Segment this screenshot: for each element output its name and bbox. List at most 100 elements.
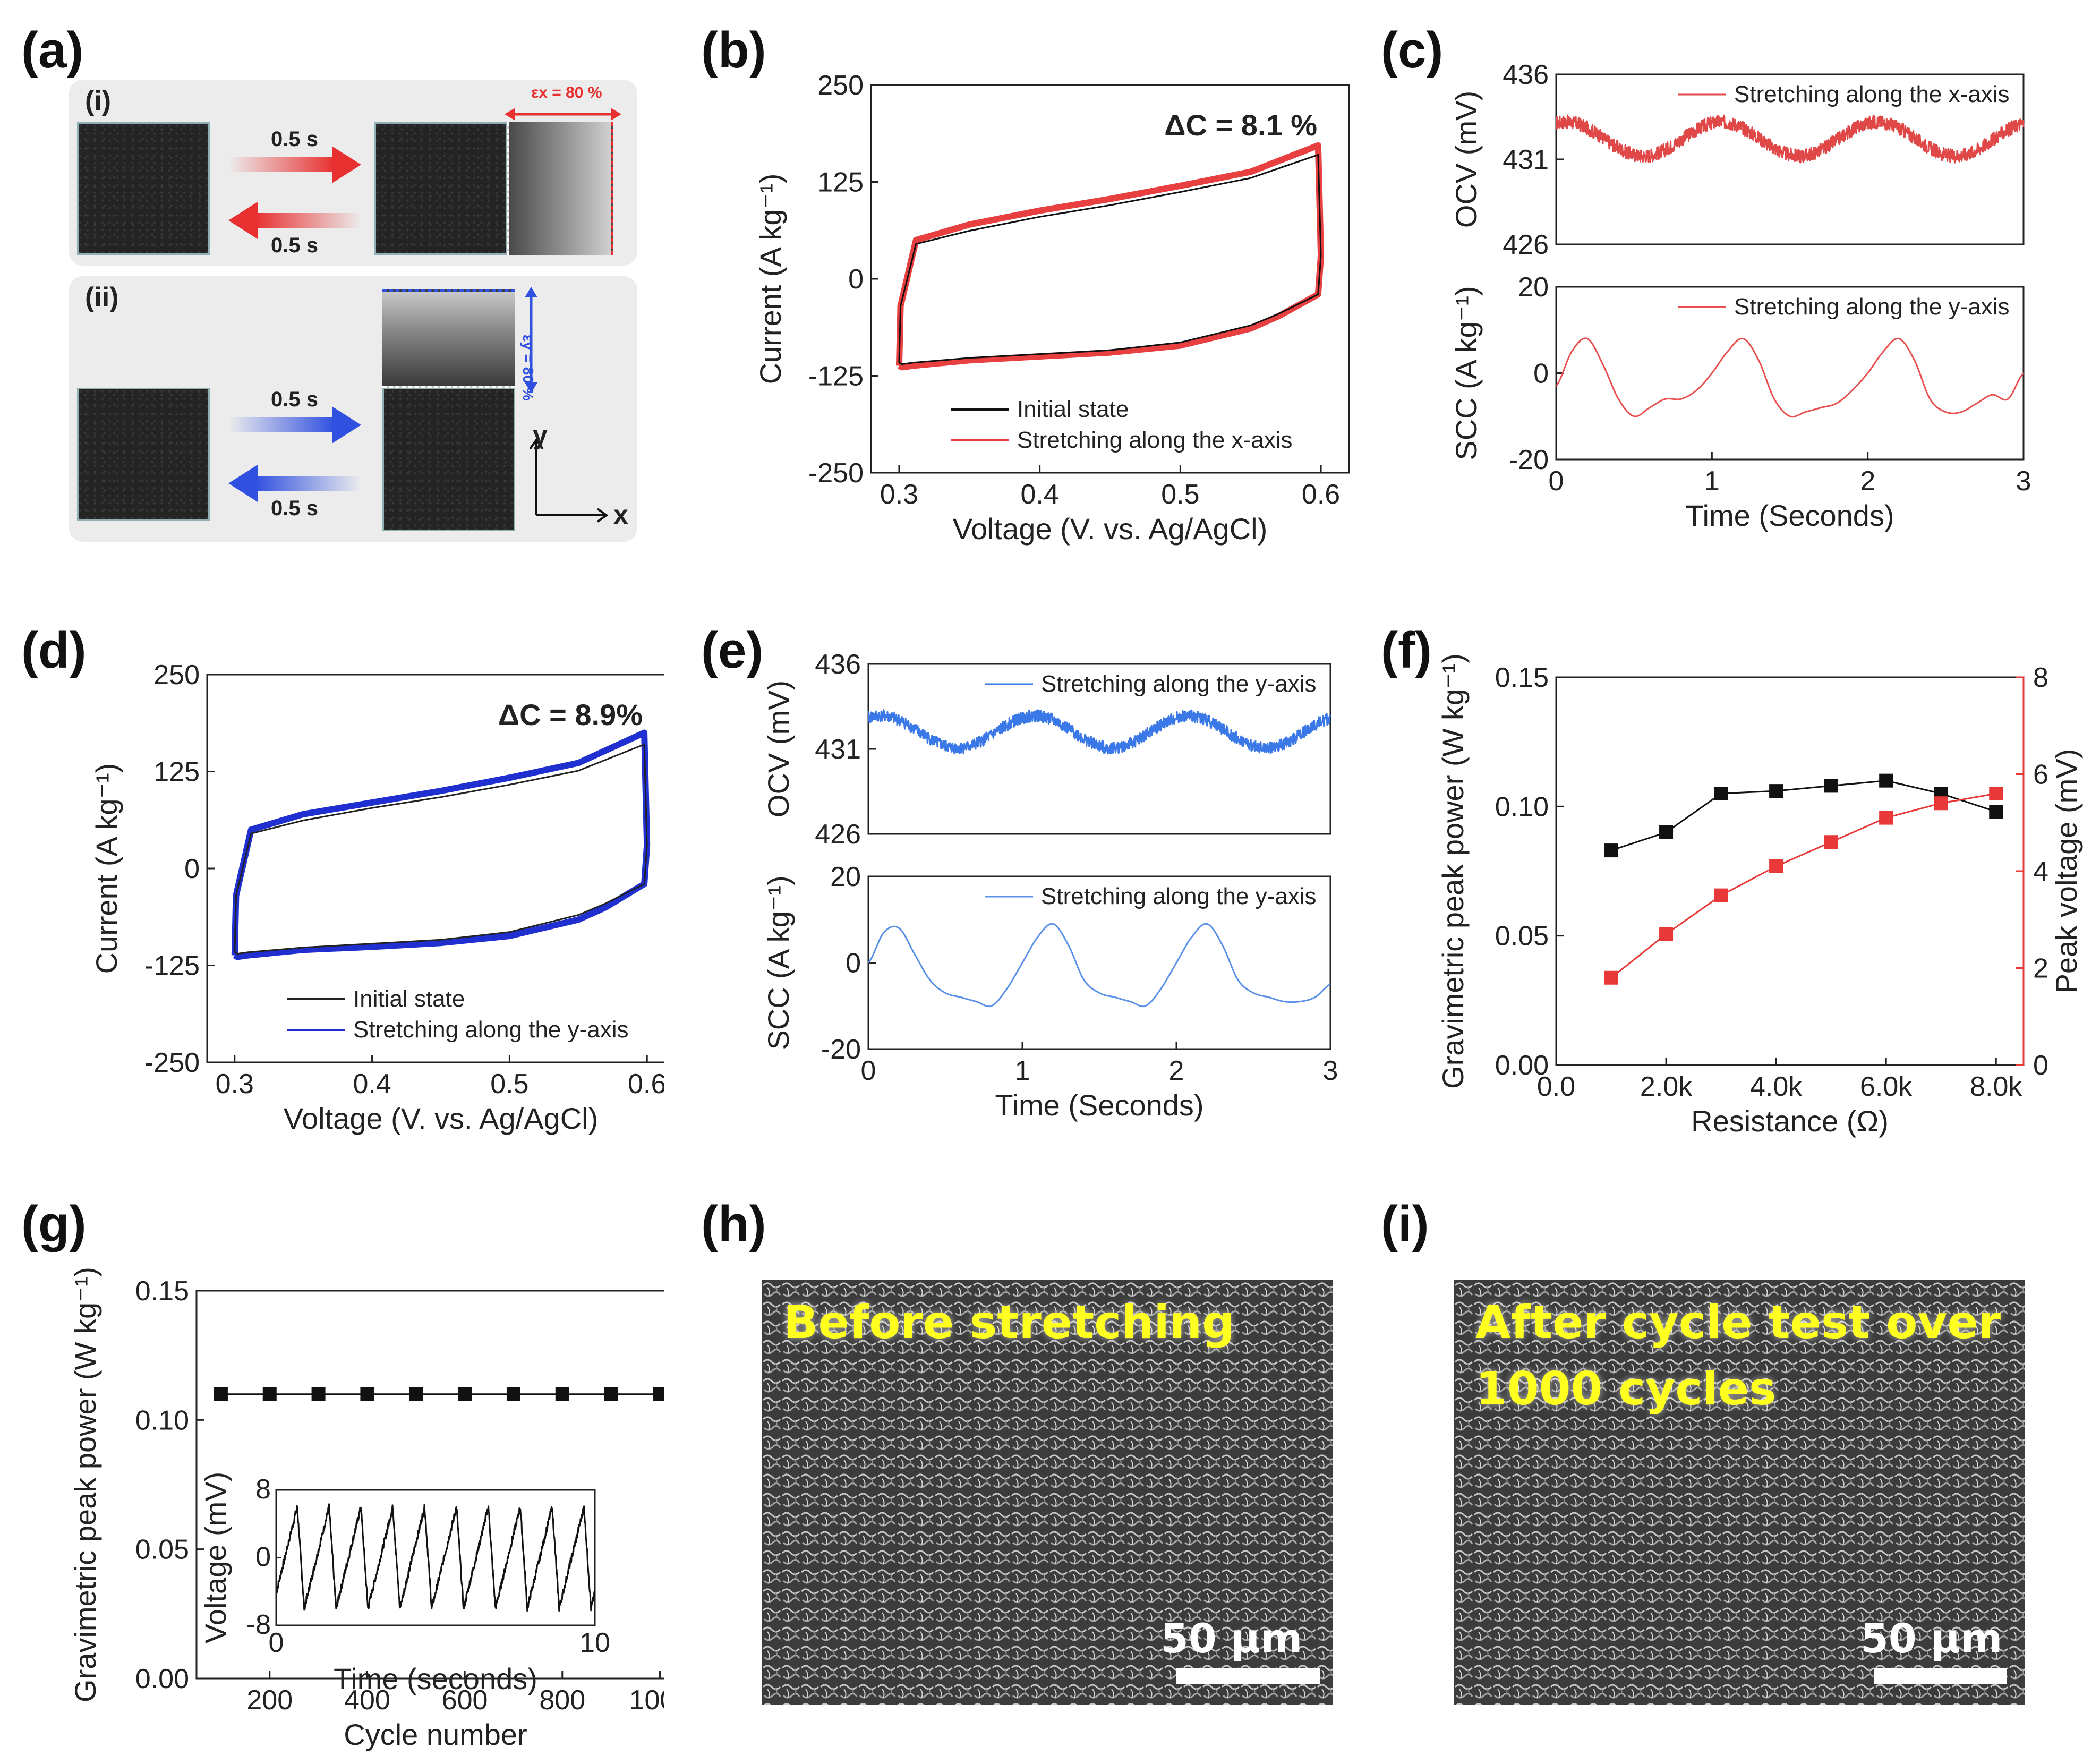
legend-label-e_top: Stretching along the y-axis [1041, 671, 1317, 697]
y-tick-label-d: 0 [184, 854, 200, 884]
y-axis-label-d: Current (A kg⁻¹) [90, 763, 123, 974]
y-tick-label-e_bot: -20 [821, 1034, 861, 1065]
data-point-peak-power [1769, 784, 1783, 798]
y-tick-label-f: 0.05 [1495, 921, 1549, 952]
y-tick-label-g: 0.15 [135, 1276, 189, 1307]
strain-arrow-x [505, 108, 621, 121]
series-b-stretching [895, 142, 1325, 371]
arrow-forward-ii [228, 406, 361, 444]
legend-label-b: Stretching along the x-axis [1017, 427, 1293, 453]
x-tick-label-e_bot: 1 [1015, 1055, 1030, 1086]
panel-a-schematic: (i) (ii) εx = 80 % 0.5 s 0.5 s εy = 80 % [69, 80, 637, 542]
axes-frame-g [195, 1290, 664, 1680]
x-tick-label-f: 0.0 [1537, 1071, 1575, 1102]
legend-label-d: Stretching along the y-axis [353, 1017, 629, 1043]
electrode-tile-i-left [77, 122, 210, 255]
y-tick-label-e_top: 436 [815, 653, 861, 680]
legend-label-c_top: Stretching along the x-axis [1734, 81, 2010, 107]
sem-image-after: After cycle test over 1000 cycles 50 µm [1454, 1280, 2025, 1705]
inset-y-tick-label: 0 [255, 1542, 271, 1573]
series-b-initial [898, 154, 1322, 365]
y-tick-label-g: 0.00 [135, 1664, 189, 1694]
x-tick-label-f: 2.0k [1640, 1071, 1693, 1102]
x-tick-label-f: 6.0k [1860, 1071, 1913, 1102]
y-tick-label-f: 0.00 [1495, 1050, 1549, 1081]
panel-label-a: (a) [21, 22, 84, 79]
legend-label-c_bot: Stretching along the y-axis [1734, 294, 2010, 320]
scale-bar-after [1874, 1668, 2007, 1684]
y-tick-label-b: -250 [808, 458, 864, 489]
sem-image-before: Before stretching 50 µm [762, 1280, 1333, 1705]
series-d-initial [234, 743, 648, 955]
axis-label-y: y [533, 420, 548, 450]
y-tick-label-d: 125 [153, 757, 200, 788]
x-tick-label-b: 0.5 [1161, 479, 1199, 510]
legend-label-d: Initial state [353, 986, 465, 1012]
inset-x-tick-label: 0 [269, 1627, 284, 1658]
sem-caption-after-line2: 1000 cycles [1475, 1362, 1777, 1416]
time-label-back-i: 0.5 s [271, 234, 318, 257]
data-point-peak-voltage [1824, 835, 1838, 849]
annotation-delta-c-b: ΔC = 8.1 % [1164, 108, 1317, 142]
y2-tick-label: 0 [2033, 1050, 2048, 1081]
x-axis-label-c_bot: Time (Seconds) [1685, 499, 1894, 532]
y-axis-label-f: Gravimetric peak power (W kg⁻¹) [1436, 653, 1470, 1089]
strain-label-x: εx = 80 % [531, 84, 602, 101]
x-tick-label-d: 0.3 [216, 1069, 254, 1100]
y-axis-label-e_top: OCV (mV) [762, 680, 795, 817]
y-tick-label-d: -125 [144, 951, 200, 982]
strain-arrow-y [525, 287, 537, 393]
data-point-peak-voltage [1989, 787, 2003, 800]
y-tick-label-c_bot: 20 [1518, 272, 1549, 303]
x-tick-label-e_bot: 2 [1169, 1055, 1184, 1086]
electrode-tile-ii-right [382, 388, 515, 531]
panel-label-i: (i) [1381, 1196, 1429, 1252]
time-label-back-ii: 0.5 s [271, 497, 318, 520]
y-axis-label-g: Gravimetric peak power (W kg⁻¹) [69, 1267, 102, 1702]
stretched-region-x [507, 122, 613, 255]
y-tick-label-g: 0.05 [135, 1535, 189, 1565]
inset-x-axis-label: Time (seconds) [334, 1662, 537, 1695]
chart-d: -250 -125 0 125 250 0.3 0.4 0.5 0.6 Current (A kg… [90, 660, 664, 1135]
series-c_top [1555, 114, 2025, 164]
electrode-tile-i-right [374, 122, 507, 255]
data-point-peak-power [1824, 779, 1838, 793]
data-point-g [653, 1387, 664, 1401]
y2-tick-label: 6 [2033, 760, 2048, 790]
inset-x-tick-label: 10 [579, 1627, 610, 1658]
x-tick-label-c_bot: 0 [1549, 466, 1564, 497]
data-point-peak-voltage [1714, 888, 1728, 902]
inset-y-tick-label: -8 [246, 1609, 271, 1640]
x-tick-label-g: 600 [442, 1685, 488, 1716]
y2-axis-label-f: Peak voltage (mV) [2050, 749, 2083, 994]
series-e_bot [867, 923, 1331, 1008]
stretched-region-y [382, 289, 515, 388]
x-axis-label-d: Voltage (V. vs. Ag/AgCl) [284, 1102, 598, 1135]
y-tick-label-f: 0.10 [1495, 791, 1549, 822]
sub-label-ii: (ii) [85, 282, 119, 313]
y2-tick-label: 4 [2033, 856, 2048, 887]
data-point-g [360, 1387, 374, 1401]
x-tick-label-f: 8.0k [1970, 1071, 2022, 1102]
electrode-tile-ii-left [77, 388, 210, 521]
y2-tick-label: 2 [2033, 953, 2048, 984]
panel-label-g: (g) [21, 1196, 87, 1252]
sem-caption-after-line1: After cycle test over [1475, 1296, 2001, 1349]
scale-label-after: 50 µm [1860, 1615, 2003, 1662]
data-point-peak-voltage [1934, 796, 1948, 811]
arrow-back-ii [228, 465, 361, 502]
data-point-g [555, 1387, 569, 1401]
y-tick-label-e_top: 431 [815, 734, 861, 765]
x-axis-label-f: Resistance (Ω) [1691, 1104, 1889, 1138]
series-d-stretching [231, 729, 651, 960]
y-tick-label-b: -125 [808, 361, 864, 392]
y-axis-label-b: Current (A kg⁻¹) [754, 174, 787, 385]
panel-label-e: (e) [701, 622, 764, 679]
inset-series-voltage [275, 1503, 596, 1612]
y-axis-label-e_bot: SCC (A kg⁻¹) [762, 875, 795, 1050]
data-point-g [458, 1387, 472, 1401]
data-point-peak-power [1879, 773, 1893, 788]
x-tick-label-e_bot: 0 [861, 1055, 876, 1086]
y-tick-label-g: 0.10 [135, 1405, 189, 1436]
chart-g: 0.000.050.100.152004006008001000Gravimet… [69, 1267, 664, 1751]
